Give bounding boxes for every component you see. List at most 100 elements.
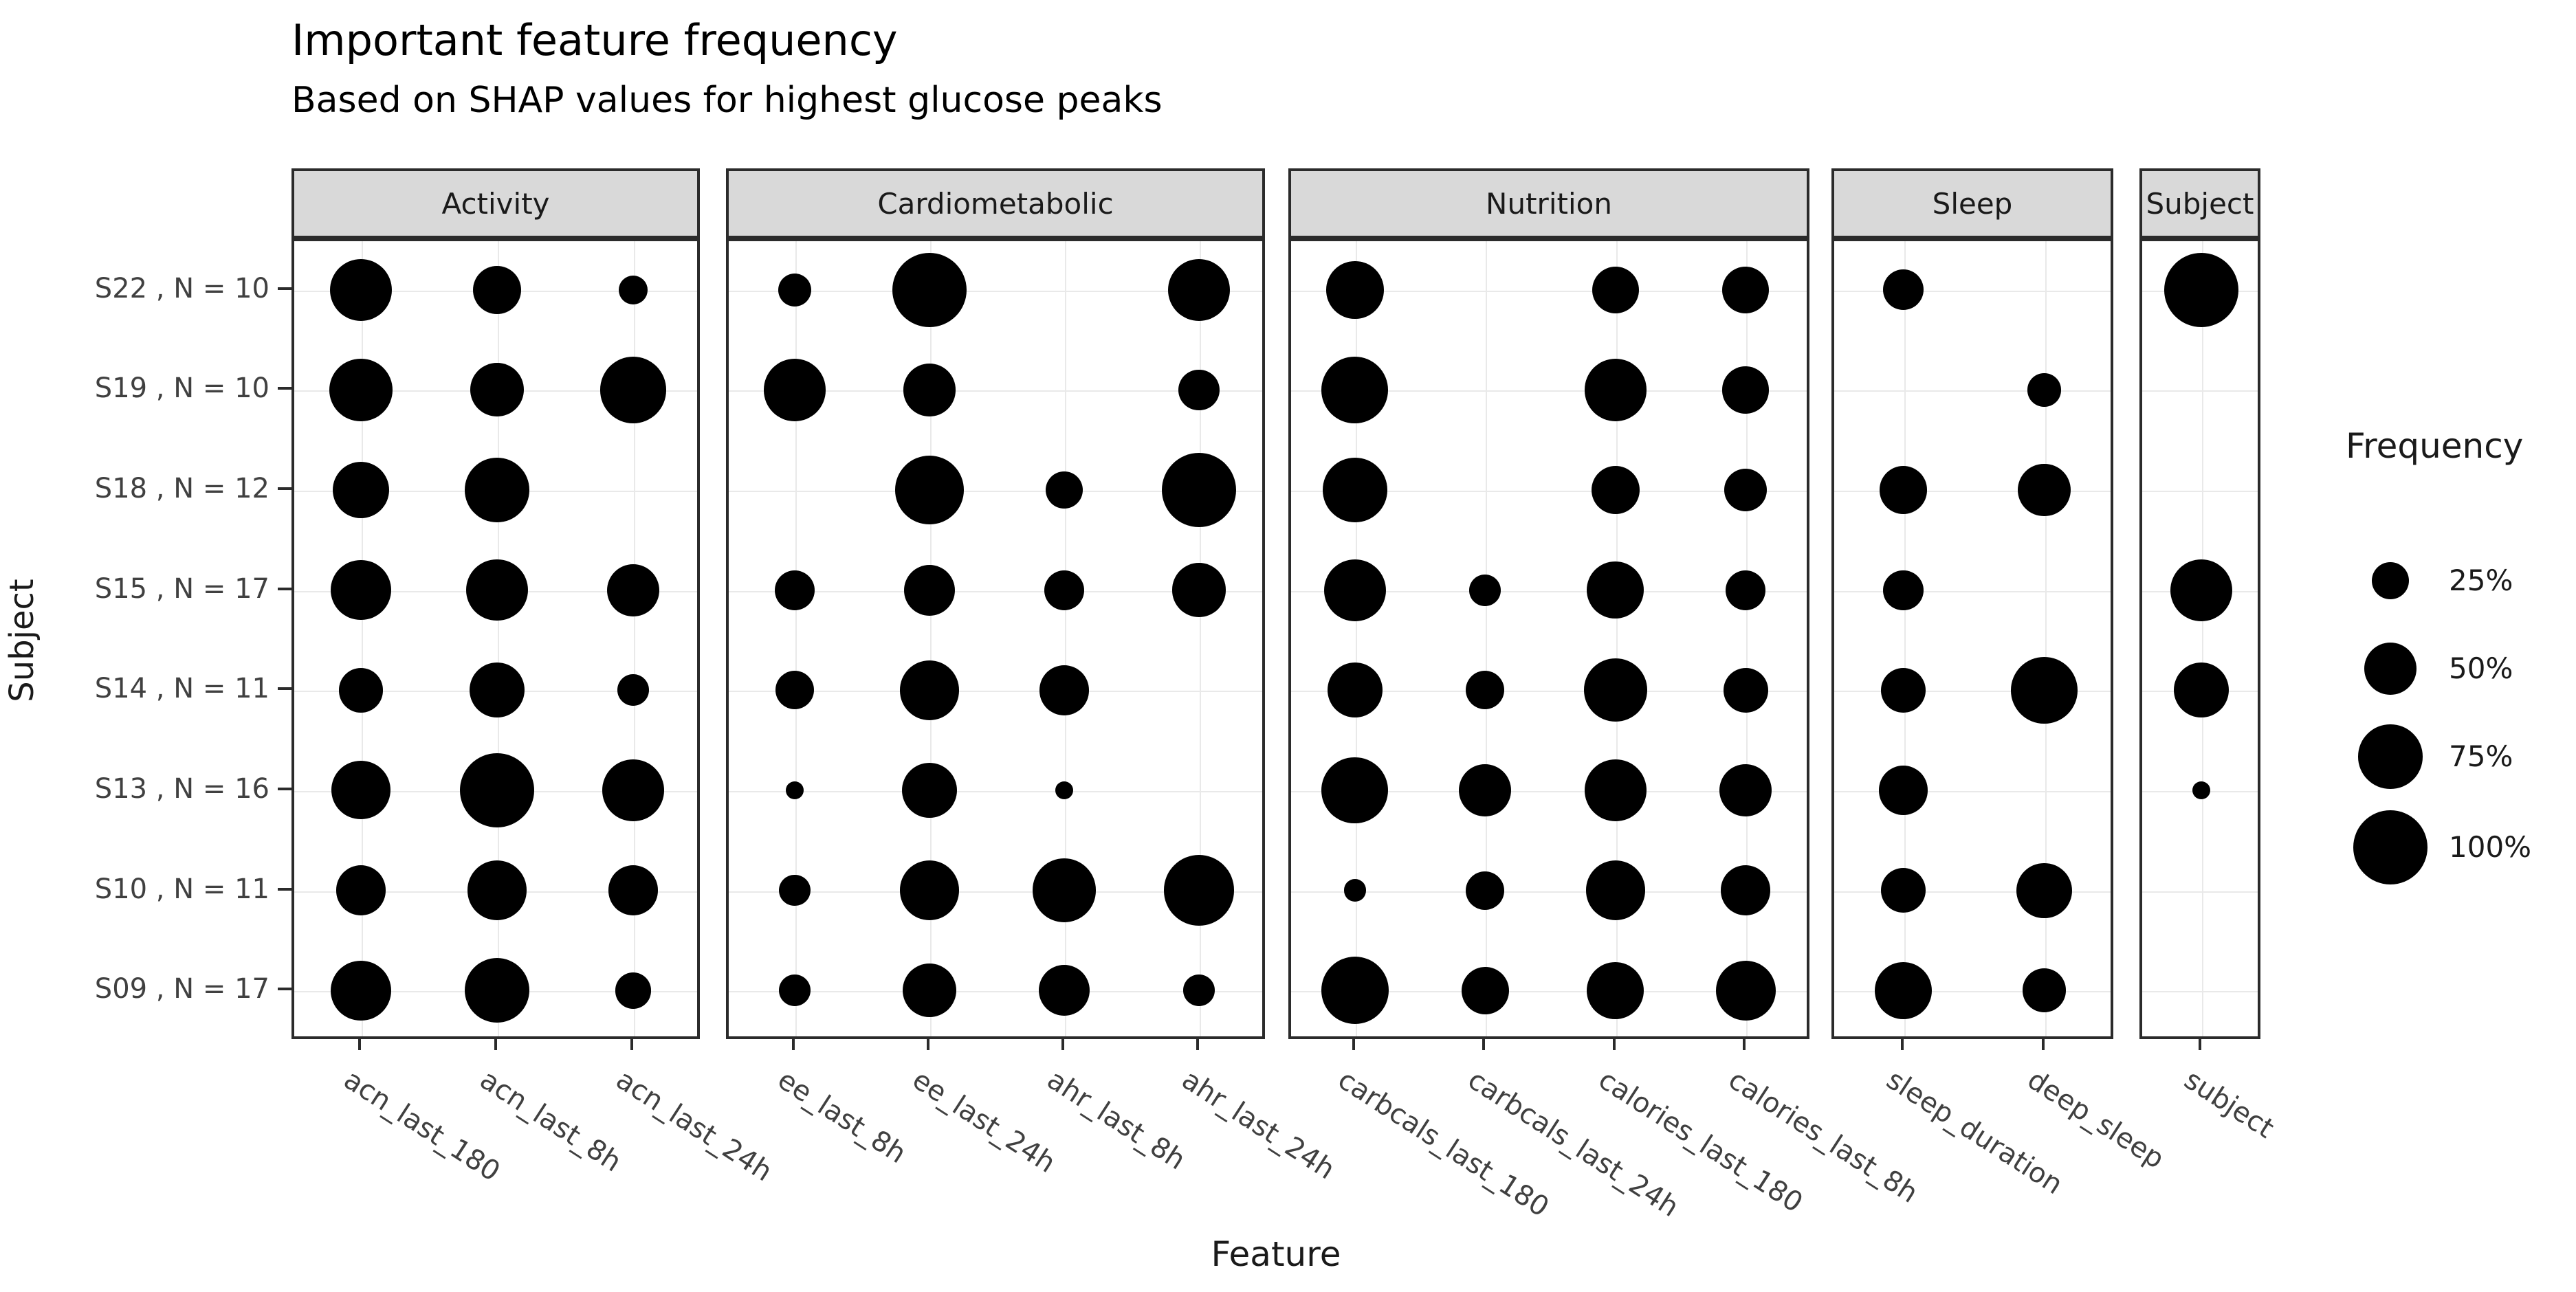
y-axis-tick <box>278 587 291 590</box>
facet-strip-nutrition: Nutrition <box>1288 168 1809 238</box>
data-dot <box>617 674 649 706</box>
x-axis-tick <box>1352 1039 1355 1050</box>
data-dot <box>1719 764 1772 817</box>
y-tick-label: S18 , N = 12 <box>94 473 269 505</box>
data-dot <box>2011 657 2078 724</box>
gridline <box>729 491 1262 493</box>
x-axis-tick <box>494 1039 497 1050</box>
y-tick-label: S19 , N = 10 <box>94 372 269 405</box>
data-dot <box>1459 764 1512 817</box>
gridline <box>729 691 1262 693</box>
data-dot <box>2164 252 2238 327</box>
legend-dot <box>2372 562 2409 599</box>
data-dot <box>1587 961 1644 1019</box>
x-axis-tick <box>1743 1039 1746 1050</box>
legend-key <box>2346 536 2435 625</box>
data-dot <box>1323 559 1386 621</box>
y-axis-tick <box>278 487 291 491</box>
data-dot <box>470 363 524 417</box>
legend-title: Frequency <box>2346 426 2524 466</box>
facet-panel-sleep <box>1831 238 2113 1039</box>
x-axis-tick <box>630 1039 633 1050</box>
y-tick-label: S14 , N = 11 <box>94 673 269 705</box>
gridline <box>1291 991 1807 993</box>
x-axis-tick <box>1900 1039 1904 1050</box>
data-dot <box>1183 974 1215 1007</box>
facet-strip-cardiometabolic: Cardiometabolic <box>726 168 1265 238</box>
gridline <box>1834 491 2111 493</box>
data-dot <box>1591 466 1640 515</box>
data-dot <box>902 963 957 1018</box>
data-dot <box>606 564 660 616</box>
data-dot <box>1321 757 1389 824</box>
data-dot <box>1722 366 1770 414</box>
x-tick-label: acn_last_24h <box>610 1064 778 1188</box>
x-tick-label: ahr_last_24h <box>1176 1064 1341 1186</box>
data-dot <box>619 275 648 304</box>
data-dot <box>778 273 812 307</box>
data-dot <box>1883 570 1924 610</box>
data-dot <box>1046 471 1083 509</box>
data-dot <box>1722 266 1770 313</box>
data-dot <box>1878 766 1928 815</box>
x-axis-tick <box>1061 1039 1064 1050</box>
gridline <box>729 590 1262 592</box>
x-tick-label: carbcals_last_180 <box>1332 1064 1554 1224</box>
data-dot <box>465 458 529 522</box>
gridline <box>498 241 499 1036</box>
data-dot <box>1162 453 1236 528</box>
y-axis-tick <box>278 988 291 991</box>
gridline <box>1291 390 1807 392</box>
legend-key <box>2346 624 2435 713</box>
y-axis-tick <box>278 787 291 790</box>
data-dot <box>1875 961 1932 1019</box>
data-dot <box>331 960 391 1021</box>
data-dot <box>901 762 958 818</box>
gridline <box>1291 590 1807 592</box>
gridline <box>1291 491 1807 493</box>
gridline <box>729 790 1262 792</box>
facet-panel-cardiometabolic <box>726 238 1265 1039</box>
y-axis-tick <box>278 287 291 290</box>
y-axis-title: Subject <box>3 579 41 702</box>
gridline <box>1834 590 2111 592</box>
facet-panel-activity <box>291 238 700 1039</box>
legend-dot <box>2364 642 2417 695</box>
legend-key <box>2346 803 2435 892</box>
x-axis-tick <box>2199 1039 2201 1050</box>
gridline <box>1834 691 2111 693</box>
data-dot <box>469 662 525 718</box>
data-dot <box>331 560 391 621</box>
y-axis-tick <box>278 687 291 691</box>
data-dot <box>1321 357 1389 423</box>
data-dot <box>2018 463 2071 517</box>
data-dot <box>899 860 960 920</box>
x-tick-label: carbcals_last_24h <box>1462 1064 1685 1224</box>
legend-label: 75% <box>2449 739 2513 773</box>
data-dot <box>473 265 521 314</box>
gridline <box>2142 390 2258 392</box>
x-axis-tick <box>358 1039 361 1050</box>
gridline <box>1291 790 1807 792</box>
legend-item: 50% <box>2332 624 2573 713</box>
gridline <box>1291 290 1807 292</box>
data-dot <box>2192 781 2211 800</box>
data-dot <box>602 759 664 821</box>
data-dot <box>329 358 393 422</box>
data-dot <box>615 972 652 1009</box>
data-dot <box>2022 968 2067 1013</box>
gridline <box>1746 241 1748 1036</box>
data-dot <box>467 860 527 920</box>
data-dot <box>1044 570 1085 610</box>
data-dot <box>332 461 390 519</box>
data-dot <box>1322 458 1387 522</box>
data-dot <box>1587 561 1644 619</box>
data-dot <box>608 865 659 915</box>
gridline <box>1291 691 1807 693</box>
y-tick-label: S15 , N = 17 <box>94 572 269 605</box>
data-dot <box>599 357 667 423</box>
chart-title: Important feature frequency <box>291 15 898 65</box>
gridline <box>1291 891 1807 893</box>
data-dot <box>1583 658 1647 722</box>
